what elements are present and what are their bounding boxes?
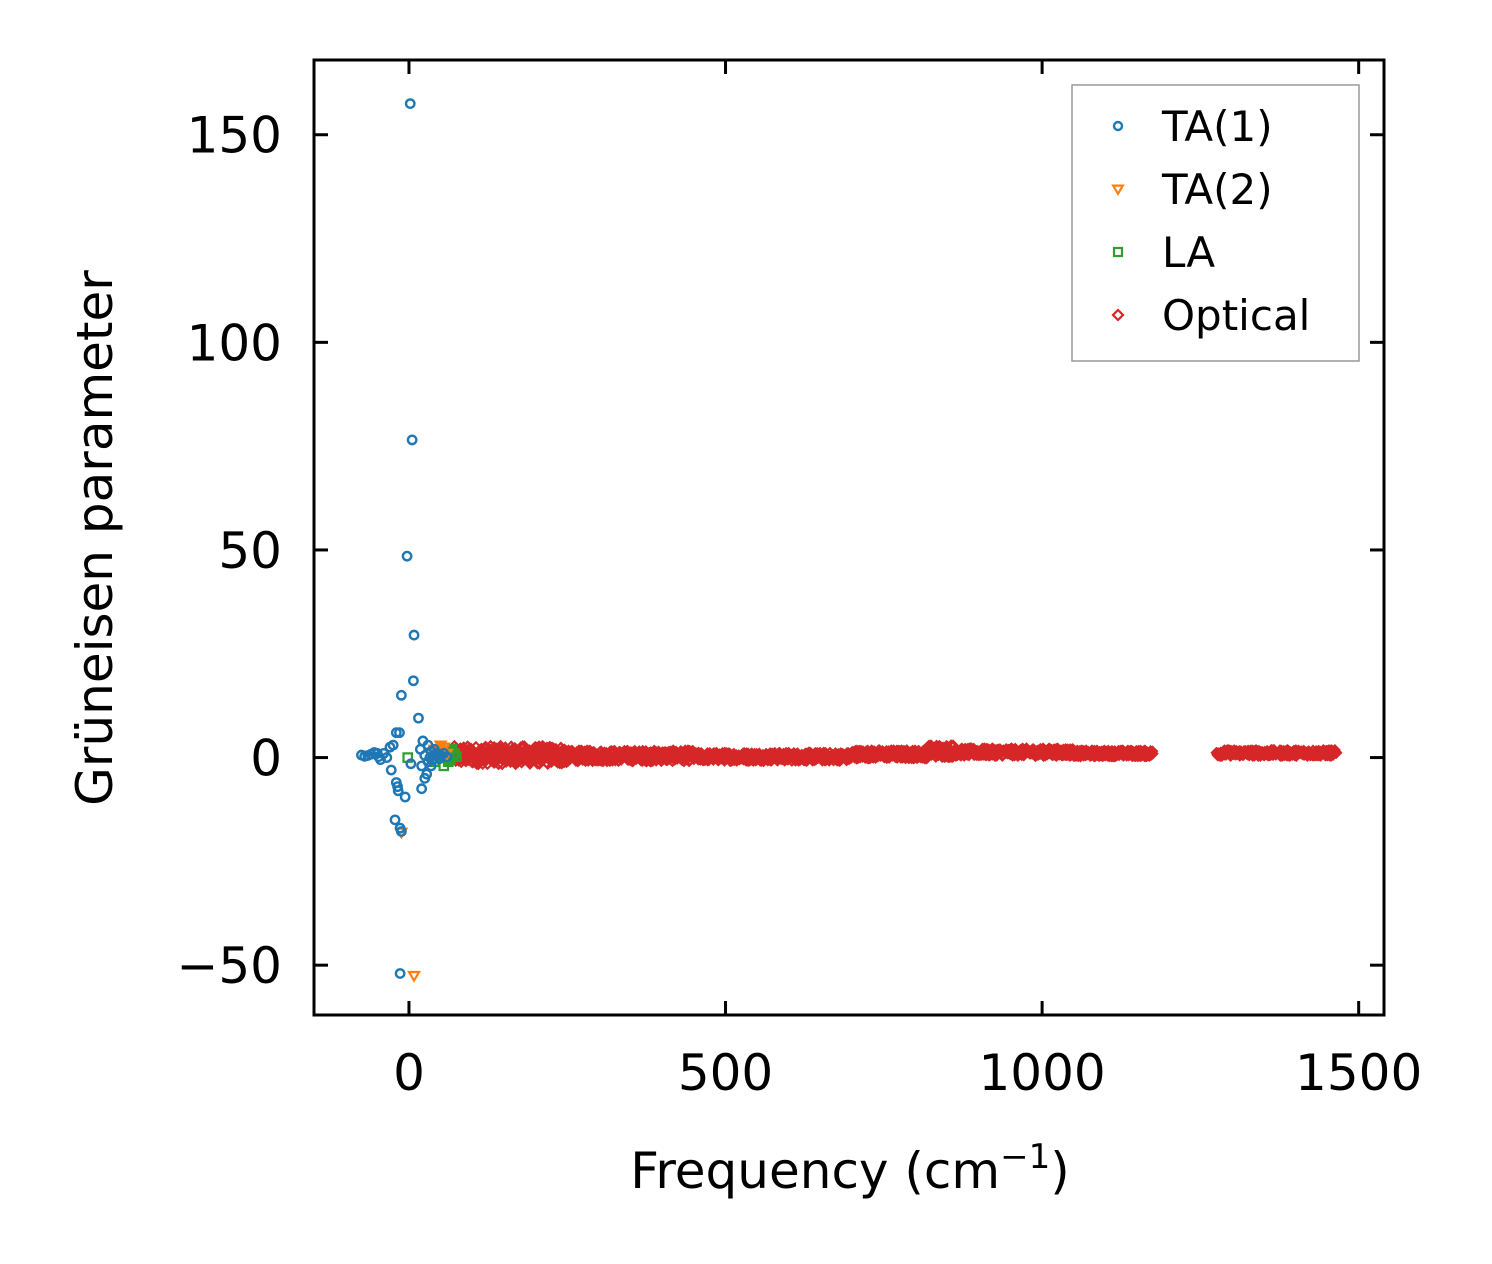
ta-1-point	[392, 781, 403, 793]
y-tick-label: 50	[218, 522, 282, 580]
ta-1-point	[399, 791, 411, 803]
series-optical	[447, 739, 1343, 771]
x-axis-title: Frequency (cm−1)	[630, 1137, 1070, 1200]
ta-1-point	[416, 783, 428, 795]
y-tick-label: 150	[187, 107, 282, 165]
ta-1-point	[394, 968, 406, 979]
ta-1-point	[413, 712, 424, 724]
ta-1-point	[433, 753, 445, 765]
y-tick-label: 100	[187, 314, 282, 372]
x-tick-label: 1000	[978, 1044, 1105, 1102]
plot-area	[356, 98, 1343, 983]
y-tick-label: −50	[176, 937, 282, 995]
ta-1-point	[375, 754, 386, 766]
optical-point	[1147, 747, 1159, 760]
legend-marker-ta-2	[1111, 184, 1125, 196]
legend-label-ta-1: TA(1)	[1161, 102, 1273, 151]
axes: 0 500 1000 1500 −50 0 50 100 150	[176, 58, 1422, 1102]
ta-1-point	[405, 758, 417, 770]
x-tick-label: 500	[678, 1044, 773, 1102]
ta-1-point	[356, 749, 367, 761]
ta-2-point	[407, 970, 421, 983]
ta-1-point	[381, 752, 393, 763]
legend-marker-ta-1	[1112, 120, 1124, 132]
ta-1-point	[421, 768, 433, 780]
y-axis-title: Grüneisen parameter	[66, 270, 124, 806]
legend-box	[1071, 84, 1360, 362]
ta-1-point	[408, 629, 420, 641]
ta-1-point	[401, 550, 413, 562]
series-ta-1	[356, 98, 453, 979]
ta-1-point	[416, 760, 428, 772]
ta-1-point	[395, 826, 407, 837]
ta-1-point	[385, 764, 397, 776]
ta-1-point	[408, 675, 419, 687]
legend-label-ta-2: TA(2)	[1161, 165, 1273, 214]
optical-point	[1330, 746, 1343, 759]
legend-label-optical: Optical	[1162, 291, 1310, 340]
ta-1-point	[419, 750, 431, 761]
legend-marker-optical	[1111, 308, 1125, 322]
legend-label-la: LA	[1162, 228, 1215, 277]
ta-1-point	[392, 785, 404, 797]
legend: TA(1) TA(2) LA Optical	[1071, 84, 1360, 362]
x-tick-label: 1500	[1295, 1044, 1422, 1102]
optical-point	[1146, 745, 1159, 757]
ta-1-point	[404, 98, 416, 109]
y-tick-label: 0	[250, 730, 282, 788]
ta-1-point	[390, 727, 402, 739]
ta-1-point	[384, 741, 396, 753]
legend-marker-la	[1112, 246, 1124, 258]
x-tick-label: 0	[393, 1044, 425, 1102]
ta-1-point	[427, 754, 439, 766]
ta-1-point	[406, 434, 418, 446]
axes-frame	[312, 58, 1386, 1017]
ta-1-point	[395, 689, 407, 701]
ta-1-point	[389, 814, 401, 826]
